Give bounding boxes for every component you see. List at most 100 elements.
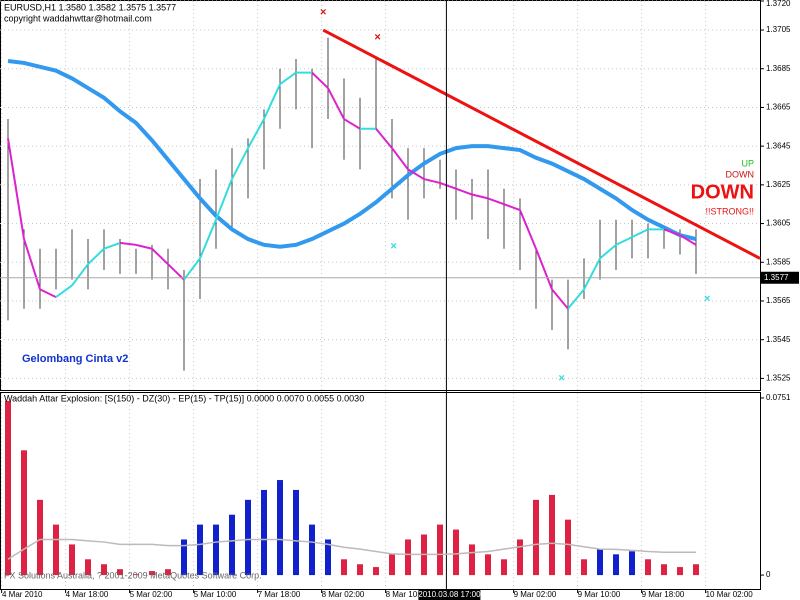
x-tick-label: 9 Mar 02:00 [514, 590, 557, 599]
bar [69, 544, 75, 576]
bar [597, 549, 603, 576]
bar [213, 524, 219, 576]
bar [37, 499, 43, 576]
signal-marker: × [704, 293, 710, 305]
x-tick-label: 5 Mar 02:00 [130, 590, 173, 599]
signal-line [103, 241, 121, 250]
indicator-panel [0, 392, 761, 590]
bar [677, 567, 683, 576]
bar [117, 569, 123, 576]
signal-line [167, 263, 185, 281]
signal-line [519, 209, 537, 250]
signal-line [119, 241, 137, 246]
signal-line [631, 228, 649, 239]
bar [405, 539, 411, 576]
signal-line [375, 128, 393, 149]
last-price-box [761, 271, 799, 284]
bar [245, 499, 251, 576]
bar [21, 450, 27, 576]
signal-up: UP [741, 158, 754, 168]
signal-line [407, 168, 425, 180]
bar [517, 539, 523, 576]
y-tick-label: 1.3705 [766, 25, 791, 34]
signal-line [23, 238, 41, 290]
signal-line [583, 257, 601, 290]
signal-line [599, 244, 617, 260]
bar [581, 559, 587, 576]
signal-line [135, 243, 153, 250]
signal-strong: !!STRONG!! [705, 206, 754, 216]
bar [53, 524, 59, 576]
y-tick-label: 1.3665 [766, 103, 791, 112]
signal-line [199, 219, 217, 259]
signal-line [327, 87, 345, 120]
signal-line [279, 71, 297, 86]
bar [133, 574, 139, 576]
bar [181, 539, 187, 576]
x-tick-label: 8 Mar 02:00 [322, 590, 365, 599]
signal-line [391, 147, 409, 170]
bar [533, 499, 539, 576]
signal-line [7, 138, 25, 240]
signal-marker: × [320, 7, 326, 19]
signal-line [151, 248, 169, 265]
signal-line [535, 248, 553, 290]
signal-line [551, 288, 569, 310]
signal-line [7, 538, 696, 560]
bar [197, 524, 203, 576]
bar [453, 529, 459, 576]
y-tick-label: 1.3720 [766, 0, 791, 8]
signal-line [215, 178, 233, 221]
bar [261, 489, 267, 576]
signal-line [87, 248, 105, 265]
signal-down: DOWN [726, 169, 755, 179]
y-tick-label: 1.3625 [766, 180, 791, 189]
x-tick-label: 4 Mar 2010 [2, 590, 43, 599]
signal-line [247, 118, 265, 149]
signal-line [39, 288, 57, 299]
x-tick-label: 10 Mar 02:00 [706, 590, 754, 599]
trendline [322, 28, 761, 260]
x-tick-label: 4 Mar 18:00 [66, 590, 109, 599]
x-tick-label: 9 Mar 10:00 [578, 590, 621, 599]
bar [277, 480, 283, 576]
signal-line [615, 236, 633, 246]
bar [485, 554, 491, 576]
bar [165, 569, 171, 576]
y-tick-label: 1.3585 [766, 257, 791, 266]
indicator-name: Gelombang Cinta v2 [22, 353, 128, 365]
x-tick-label: 8 Mar 10:00 [386, 590, 429, 599]
y-tick-label: 1.3645 [766, 141, 791, 150]
signal-line [455, 187, 473, 196]
indicator-title: Waddah Attar Explosion: [S(150) - DZ(30)… [4, 393, 364, 403]
bar [693, 564, 699, 576]
x-tick-label: 5 Mar 10:00 [194, 590, 237, 599]
bar [309, 524, 315, 576]
signal-line [55, 284, 73, 298]
bar [149, 571, 155, 576]
signal-line [311, 71, 329, 89]
bar [293, 489, 299, 576]
last-price-label: 1.3577 [764, 273, 789, 282]
signal-marker: × [558, 372, 564, 384]
bar [101, 564, 107, 576]
bar [325, 539, 331, 576]
y-tick-label: 0.0751 [766, 393, 791, 402]
bar [645, 559, 651, 576]
signal-line [263, 83, 281, 120]
bar [661, 564, 667, 576]
bar [469, 544, 475, 576]
signal-line [71, 263, 89, 287]
footer: FX Solutions Australia, ? 2001-2009 Meta… [4, 570, 262, 580]
x-tick-label: 9 Mar 18:00 [642, 590, 685, 599]
bar [437, 524, 443, 576]
chart-title: EURUSD,H1 1.3580 1.3582 1.3575 1.3577 [4, 2, 176, 12]
y-tick-label: 1.3685 [766, 64, 791, 73]
moving-average [7, 59, 697, 249]
bar [565, 519, 571, 576]
signal-line [567, 288, 585, 310]
signal-strength: DOWN [691, 181, 754, 203]
